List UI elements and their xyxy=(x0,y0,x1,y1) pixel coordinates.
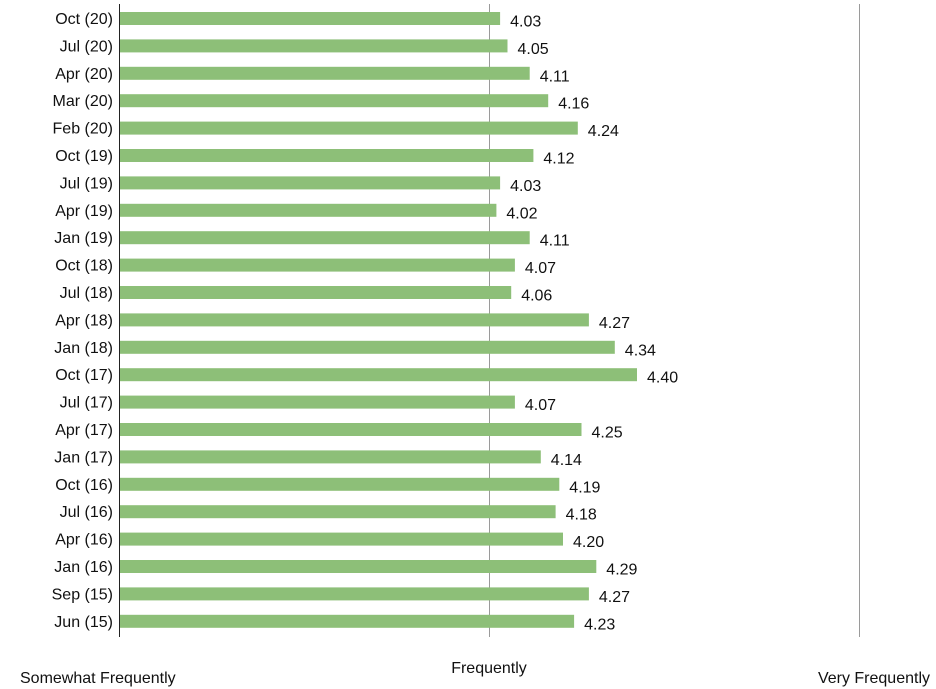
x-tick-label: Somewhat Frequently xyxy=(20,670,176,687)
bar xyxy=(120,121,578,135)
bar xyxy=(120,313,589,327)
x-axis-tick-labels: Somewhat Frequently Frequently Very Freque… xyxy=(20,660,930,687)
data-label: 4.14 xyxy=(551,452,582,469)
bar xyxy=(120,231,530,245)
category-label: Jun (15) xyxy=(54,614,113,631)
data-label: 4.11 xyxy=(540,233,570,250)
category-label: Sep (15) xyxy=(52,586,113,603)
data-label: 4.03 xyxy=(510,14,541,31)
category-label: Oct (17) xyxy=(55,367,113,384)
data-label: 4.12 xyxy=(543,151,574,168)
data-label: 4.07 xyxy=(525,260,556,277)
category-label: Jul (19) xyxy=(60,175,113,192)
bar xyxy=(120,286,512,299)
bar xyxy=(120,258,515,272)
category-label: Oct (16) xyxy=(55,477,113,494)
category-label: Jan (16) xyxy=(54,559,113,576)
data-label: 4.34 xyxy=(625,342,656,359)
data-label: 4.24 xyxy=(588,123,619,140)
category-label: Feb (20) xyxy=(53,121,113,138)
category-label: Mar (20) xyxy=(53,93,113,110)
bar xyxy=(120,587,589,601)
category-label: Apr (20) xyxy=(55,66,113,83)
data-label: 4.27 xyxy=(599,315,630,332)
x-tick-label: Frequently xyxy=(451,660,527,677)
x-tick-label: Very Frequently xyxy=(818,670,930,687)
category-labels: Oct (20) Jul (20) Apr (20) Mar (20) Feb (20)… xyxy=(52,11,113,631)
bar xyxy=(120,66,530,80)
category-label: Jul (18) xyxy=(60,285,113,302)
data-label: 4.23 xyxy=(584,616,615,633)
bar xyxy=(120,477,560,491)
category-label: Apr (17) xyxy=(55,422,113,439)
bar xyxy=(120,505,556,519)
bar xyxy=(120,560,597,573)
data-label: 4.06 xyxy=(521,288,552,305)
value-labels: 4.034.054.114.164.244.124.034.024.114.07… xyxy=(506,14,678,634)
bar xyxy=(120,395,515,409)
data-label: 4.05 xyxy=(518,41,549,58)
bar xyxy=(120,12,501,25)
bars xyxy=(120,12,637,628)
category-label: Jul (17) xyxy=(60,395,113,412)
category-label: Apr (18) xyxy=(55,312,113,329)
data-label: 4.19 xyxy=(569,479,600,496)
data-label: 4.03 xyxy=(510,178,541,195)
category-label: Oct (19) xyxy=(55,148,113,165)
category-label: Jul (20) xyxy=(60,38,113,55)
bar xyxy=(120,94,549,108)
bar xyxy=(120,340,615,354)
category-label: Oct (18) xyxy=(55,258,113,275)
bar xyxy=(120,423,582,436)
bar xyxy=(120,532,563,546)
data-label: 4.16 xyxy=(558,96,589,113)
data-label: 4.40 xyxy=(647,370,678,387)
data-label: 4.29 xyxy=(606,562,637,579)
category-label: Oct (20) xyxy=(55,11,113,28)
category-label: Apr (19) xyxy=(55,203,113,220)
bar xyxy=(120,368,637,382)
category-label: Jul (16) xyxy=(60,504,113,521)
bar xyxy=(120,39,508,53)
data-label: 4.02 xyxy=(506,205,537,222)
category-label: Jan (19) xyxy=(54,230,113,247)
bar xyxy=(120,450,541,464)
data-label: 4.25 xyxy=(592,425,623,442)
bar xyxy=(120,176,501,190)
category-label: Jan (17) xyxy=(54,449,113,466)
data-label: 4.07 xyxy=(525,397,556,414)
data-label: 4.18 xyxy=(566,507,597,524)
bar xyxy=(120,614,575,628)
bar xyxy=(120,149,534,162)
category-label: Apr (16) xyxy=(55,532,113,549)
bar xyxy=(120,203,497,217)
data-label: 4.11 xyxy=(540,68,570,85)
data-label: 4.27 xyxy=(599,589,630,606)
category-label: Jan (18) xyxy=(54,340,113,357)
data-label: 4.20 xyxy=(573,534,604,551)
